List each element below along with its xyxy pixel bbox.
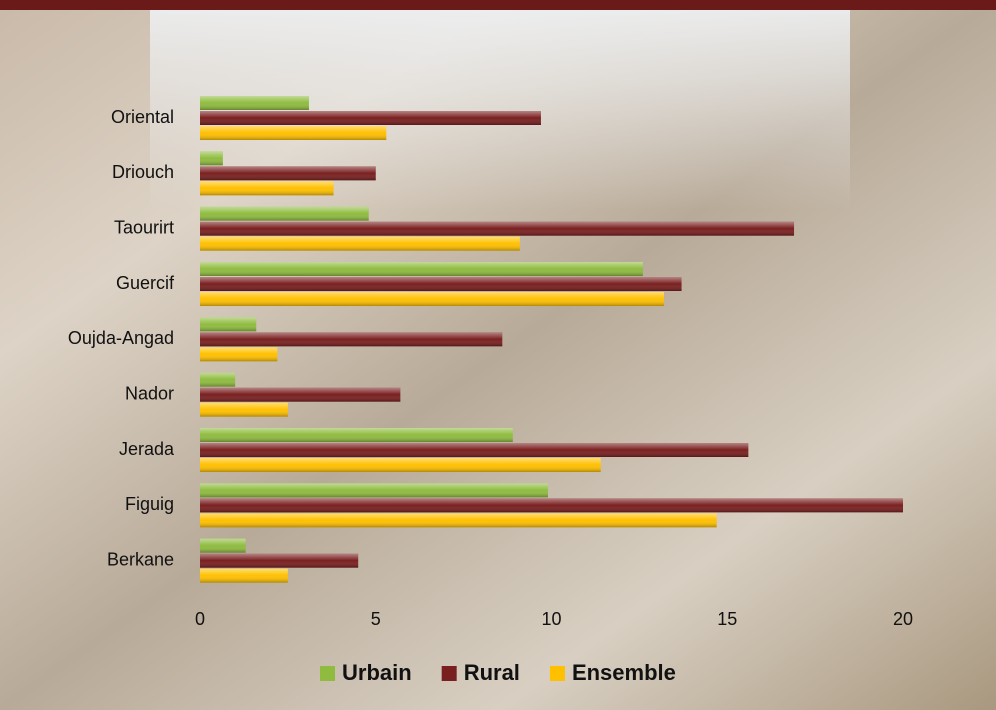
y-tick-label: Oriental [111,107,174,127]
bar-shine [200,428,513,442]
legend-swatch [320,666,335,681]
top-band [0,0,996,10]
x-tick-label: 20 [893,609,913,629]
legend-swatch [441,666,457,681]
bar [200,206,369,221]
bar [200,96,309,110]
bar [200,126,387,140]
x-tick-label: 15 [717,609,737,629]
x-tick-label: 5 [371,609,381,629]
bar-shine [200,443,749,457]
bar [200,181,334,196]
y-tick-label: Guercif [116,273,175,293]
bar [200,221,795,236]
bar-shine [200,151,223,166]
bar-shine [200,553,359,568]
bar [200,262,643,276]
bar [200,513,717,528]
bar-shine [200,483,548,498]
bar [200,151,223,166]
bar [200,568,288,583]
y-tick-label: Nador [125,383,174,403]
legend-label: Ensemble [572,660,676,685]
bar-shine [200,181,334,196]
bar [200,317,257,332]
bar [200,332,503,347]
bar [200,458,601,472]
y-tick-label: Oujda-Angad [68,328,174,348]
bar-shine [200,538,246,553]
bar-shine [200,221,795,236]
bar-shine [200,387,401,402]
bar-shine [200,262,643,276]
bar-shine [200,332,503,347]
bar-shine [200,292,664,306]
bar [200,402,288,417]
bar [200,372,236,387]
bar [200,277,682,291]
bar-shine [200,513,717,528]
bar-shine [200,458,601,472]
x-tick-label: 10 [541,609,561,629]
y-tick-label: Berkane [107,549,174,569]
bar [200,443,749,457]
legend-label: Urbain [342,660,412,685]
y-tick-label: Driouch [112,162,174,182]
bar-shine [200,236,520,251]
bar-shine [200,111,541,125]
bar [200,292,664,306]
bar [200,166,376,181]
bar-shine [200,402,288,417]
bar-shine [200,498,903,513]
bar-shine [200,568,288,583]
bar-shine [200,126,387,140]
bar [200,428,513,442]
bar-shine [200,372,236,387]
bar [200,111,541,125]
bar [200,553,359,568]
bar [200,347,278,362]
y-tick-label: Taourirt [114,217,174,237]
bar [200,387,401,402]
y-tick-label: Figuig [125,494,174,514]
legend-label: Rural [464,660,520,685]
bar-shine [200,166,376,181]
legend-swatch [549,666,565,681]
bar [200,498,903,513]
bar-shine [200,347,278,362]
bar-shine [200,317,257,332]
bar-shine [200,277,682,291]
bar [200,483,548,498]
bar-shine [200,206,369,221]
bar [200,538,246,553]
x-tick-label: 0 [195,609,205,629]
bar [200,236,520,251]
bar-shine [200,96,309,110]
y-tick-label: Jerada [119,439,175,459]
